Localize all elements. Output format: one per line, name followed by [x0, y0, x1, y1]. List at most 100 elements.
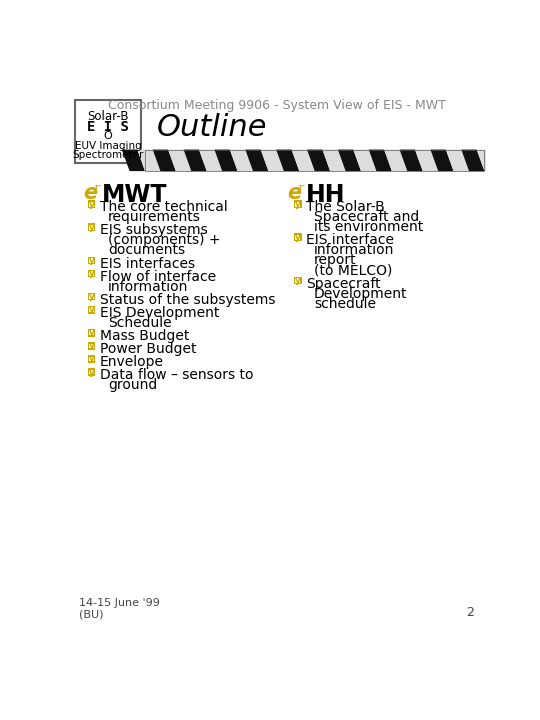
Text: EUV Imaging: EUV Imaging	[75, 141, 141, 151]
Text: Solar-B: Solar-B	[87, 109, 129, 122]
Bar	[295, 202, 300, 207]
Text: Status of the subsystems: Status of the subsystems	[100, 293, 275, 307]
Text: Spacecraft and: Spacecraft and	[314, 210, 419, 225]
Bar	[89, 330, 94, 335]
Polygon shape	[369, 150, 392, 171]
Text: 2: 2	[467, 606, 474, 619]
Text: HH: HH	[306, 183, 345, 207]
Text: Mass Budget: Mass Budget	[100, 329, 190, 343]
Polygon shape	[477, 150, 500, 171]
Polygon shape	[153, 150, 176, 171]
Text: y: y	[89, 354, 94, 364]
Text: (components) +: (components) +	[108, 233, 220, 248]
Text: y: y	[89, 199, 94, 209]
Bar	[89, 343, 94, 348]
Text: y: y	[89, 305, 94, 314]
Text: EIS subsystems: EIS subsystems	[100, 223, 208, 238]
Text: EIS interfaces: EIS interfaces	[100, 256, 195, 271]
Polygon shape	[230, 150, 253, 171]
Polygon shape	[122, 150, 145, 171]
Polygon shape	[276, 150, 299, 171]
Text: Development: Development	[314, 287, 408, 301]
Polygon shape	[430, 150, 454, 171]
Text: 14-15 June '99
(BU): 14-15 June '99 (BU)	[79, 598, 160, 619]
Bar	[295, 235, 300, 240]
Bar	[89, 258, 94, 263]
Text: y: y	[89, 341, 94, 351]
Bar	[87, 223, 96, 231]
Text: The Solar-B: The Solar-B	[306, 200, 385, 215]
Text: y: y	[295, 233, 301, 242]
FancyBboxPatch shape	[75, 100, 141, 163]
Text: schedule: schedule	[314, 297, 376, 310]
Text: Schedule: Schedule	[108, 316, 171, 330]
Bar	[87, 306, 96, 313]
Bar	[87, 293, 96, 300]
Bar	[294, 276, 301, 284]
Bar	[294, 200, 301, 208]
Bar	[87, 256, 96, 264]
Bar	[89, 225, 94, 230]
Text: y: y	[89, 368, 94, 377]
Text: requirements: requirements	[108, 210, 201, 225]
Polygon shape	[322, 150, 346, 171]
Bar	[145, 150, 484, 171]
Text: Flow of interface: Flow of interface	[100, 270, 216, 284]
Polygon shape	[353, 150, 376, 171]
Polygon shape	[400, 150, 423, 171]
Text: y: y	[89, 222, 94, 232]
Text: its environment: its environment	[314, 220, 423, 235]
Text: Spectrometer: Spectrometer	[72, 150, 144, 161]
Text: y: y	[295, 276, 301, 285]
Bar	[87, 368, 96, 376]
Bar	[87, 270, 96, 277]
Text: Spacecraft: Spacecraft	[306, 276, 381, 291]
Text: MWT: MWT	[102, 183, 167, 207]
Polygon shape	[214, 150, 238, 171]
Bar	[87, 342, 96, 350]
Polygon shape	[137, 150, 160, 171]
Bar	[89, 356, 94, 361]
Polygon shape	[307, 150, 330, 171]
Text: Power Budget: Power Budget	[100, 342, 197, 356]
Polygon shape	[245, 150, 268, 171]
Bar	[89, 202, 94, 207]
Polygon shape	[261, 150, 284, 171]
Bar	[89, 307, 94, 312]
Bar	[295, 278, 300, 283]
Text: The core technical: The core technical	[100, 200, 228, 215]
Text: (to MELCO): (to MELCO)	[314, 264, 393, 277]
Text: Data flow – sensors to: Data flow – sensors to	[100, 368, 254, 382]
Text: y: y	[89, 256, 94, 265]
Text: report: report	[314, 253, 356, 268]
Polygon shape	[338, 150, 361, 171]
Polygon shape	[461, 150, 484, 171]
Text: information: information	[314, 243, 394, 258]
Text: EIS interface: EIS interface	[306, 233, 394, 248]
Text: r: r	[297, 182, 303, 195]
Text: Envelope: Envelope	[100, 355, 164, 369]
Text: y: y	[89, 292, 94, 301]
Polygon shape	[446, 150, 469, 171]
Text: y: y	[89, 269, 94, 278]
Bar	[87, 329, 96, 337]
Text: documents: documents	[108, 243, 185, 258]
Polygon shape	[199, 150, 222, 171]
Bar	[87, 355, 96, 363]
Text: Ö: Ö	[104, 131, 112, 141]
Text: e: e	[83, 183, 97, 202]
Bar	[89, 271, 94, 276]
Text: E I S: E I S	[87, 120, 129, 134]
Text: e: e	[287, 183, 301, 202]
Text: y: y	[295, 199, 301, 209]
Text: Consortium Meeting 9906 - System View of EIS - MWT: Consortium Meeting 9906 - System View of…	[108, 99, 446, 112]
Text: y: y	[89, 328, 94, 337]
Polygon shape	[292, 150, 315, 171]
Text: Outline: Outline	[157, 113, 267, 143]
Polygon shape	[184, 150, 207, 171]
Polygon shape	[384, 150, 407, 171]
Bar	[89, 370, 94, 374]
Polygon shape	[415, 150, 438, 171]
Bar	[89, 294, 94, 299]
Text: information: information	[108, 279, 188, 294]
